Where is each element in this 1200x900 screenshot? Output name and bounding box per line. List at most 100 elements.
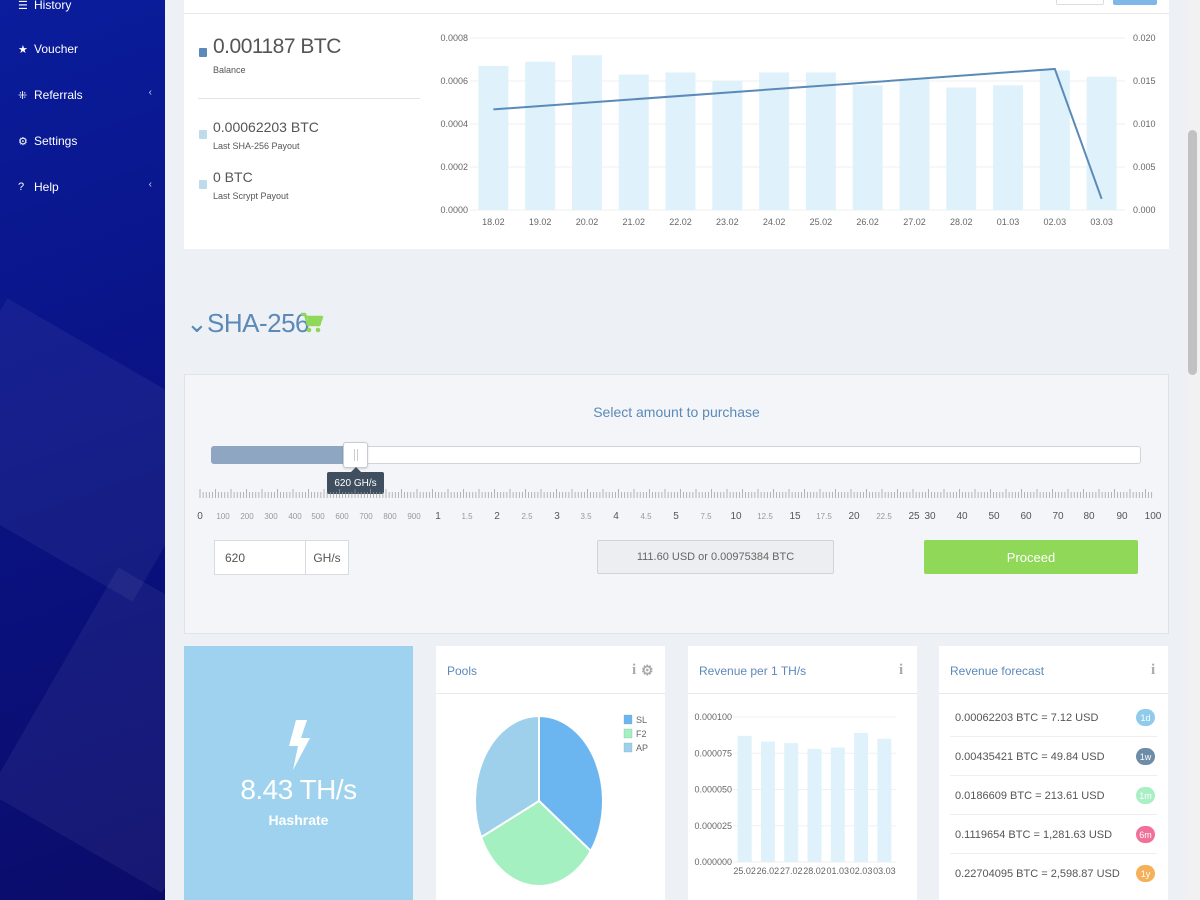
scale-label: 800: [383, 512, 397, 521]
balance-bar: [712, 81, 743, 210]
scale-label: 2: [494, 511, 500, 522]
proceed-button[interactable]: Proceed: [924, 540, 1138, 574]
scale-label: 900: [407, 512, 421, 521]
revenue-per-th-chart: 0.000000 0.000025 0.000050 0.000075 0.000100…: [694, 712, 896, 876]
revenue-per-th-title: Revenue per 1 TH/s: [699, 664, 807, 678]
balance-bar: [1039, 70, 1070, 210]
y-right-tick: 0.000: [1133, 205, 1156, 215]
slider-tooltip: 620 GH/s: [327, 467, 384, 494]
quantity-input[interactable]: [214, 540, 306, 575]
forecast-info-icon[interactable]: i: [1151, 662, 1156, 678]
x-tick: 23.02: [716, 217, 739, 227]
y-left-tick: 0.0006: [440, 76, 468, 86]
period-badge: 6m: [1136, 826, 1155, 843]
forecast-divider: [950, 853, 1157, 854]
active-period-button[interactable]: [1113, 0, 1157, 5]
balance-bar: [618, 74, 649, 210]
x-tick: 22.02: [669, 217, 692, 227]
card-header-divider: [688, 693, 917, 694]
y-right-tick: 0.020: [1133, 33, 1156, 43]
revenue-info-icon[interactable]: i: [899, 662, 904, 678]
scale-label: 400: [288, 512, 302, 521]
forecast-divider: [950, 775, 1157, 776]
sidebar-item-help[interactable]: ? Help ‹: [18, 176, 158, 198]
revenue-bar: [760, 741, 775, 862]
sidebar-item-history[interactable]: ☰ History: [18, 0, 158, 16]
hashrate-value: 8.43 TH/s: [240, 774, 357, 805]
scale-label: 700: [359, 512, 373, 521]
pools-info-icon[interactable]: i: [632, 662, 637, 678]
y-right-tick: 0.015: [1133, 76, 1156, 86]
y-tick: 0.000100: [694, 712, 732, 722]
forecast-row: 0.0186609 BTC = 213.61 USD 1m: [955, 787, 1155, 804]
balance-bar: [852, 85, 883, 210]
scale-label: 30: [924, 511, 936, 522]
scale-label: 60: [1020, 511, 1032, 522]
pools-title: Pools: [447, 664, 478, 678]
forecast-divider: [950, 736, 1157, 737]
balance-bar: [993, 85, 1024, 210]
sha-collapse-chevron[interactable]: ⌄: [186, 308, 208, 338]
scrollbar-thumb[interactable]: [1188, 130, 1197, 375]
card-header-divider: [939, 693, 1168, 694]
revenue-bar: [830, 747, 845, 862]
price-display: 111.60 USD or 0.00975384 BTC: [597, 540, 834, 574]
star-icon: ★: [18, 43, 28, 56]
x-tick: 01.03: [827, 866, 850, 876]
scale-label: 25: [908, 511, 920, 522]
revenue-bar: [807, 748, 822, 862]
sha-payout-marker: [199, 130, 207, 139]
question-icon: ?: [18, 181, 25, 193]
scale-label: 0: [197, 511, 203, 522]
sidebar-item-voucher[interactable]: ★ Voucher: [18, 38, 158, 60]
forecast-row: 0.1119654 BTC = 1,281.63 USD 6m: [955, 826, 1155, 843]
revenue-bar: [877, 738, 892, 862]
pie-slice-sl: [538, 714, 604, 853]
scale-label: 100: [1145, 511, 1162, 522]
sidebar: ☰ History ★ Voucher ⁜ Referrals ‹ ⚙ Settings ? Hel…: [0, 0, 165, 900]
x-tick: 24.02: [763, 217, 786, 227]
scale-label: 3.5: [580, 512, 592, 521]
scale-label: 10: [730, 511, 742, 522]
scale-label: 1.5: [461, 512, 473, 521]
hashrate-tile: 8.43 TH/s Hashrate: [184, 646, 413, 900]
forecast-row: 0.00435421 BTC = 49.84 USD 1w: [955, 748, 1155, 765]
revenue-bar: [737, 735, 752, 862]
pools-gear-icon[interactable]: ⚙: [641, 664, 654, 679]
legend-swatch: [623, 714, 633, 725]
x-tick: 21.02: [622, 217, 645, 227]
gears-icon: ⚙: [18, 135, 28, 148]
x-tick: 03.03: [1090, 217, 1113, 227]
list-icon: ☰: [18, 0, 28, 12]
legend-swatch: [623, 728, 633, 739]
slider-scale: 0 100 200 300 400 500 600 700 800 900 1 1.5 2 2.5 3 3.5…: [197, 489, 1162, 522]
purchase-heading: Select amount to purchase: [593, 404, 760, 420]
balance-bar: [946, 87, 977, 210]
legend-swatch: [623, 742, 633, 753]
sidebar-item-settings[interactable]: ⚙ Settings: [18, 130, 158, 152]
forecast-row: 0.00062203 BTC = 7.12 USD 1d: [955, 709, 1155, 726]
sidebar-item-referrals[interactable]: ⁜ Referrals ‹: [18, 84, 158, 106]
hashrate-slider-handle[interactable]: [343, 442, 368, 468]
scale-label: 90: [1116, 511, 1128, 522]
scale-label: 12.5: [757, 512, 773, 521]
revenue-forecast-card: Revenue forecast i 0.00062203 BTC = 7.12…: [939, 646, 1168, 900]
legend-label: AP: [636, 743, 648, 753]
sha-section-title: SHA-256: [207, 308, 310, 338]
scale-label: 300: [264, 512, 278, 521]
x-tick: 03.03: [873, 866, 896, 876]
forecast-value: 0.22704095 BTC = 2,598.87 USD: [955, 868, 1120, 880]
revenue-bar: [854, 732, 869, 862]
period-button[interactable]: [1056, 0, 1104, 5]
balance-value: 0.001187 BTC: [213, 35, 341, 58]
scrypt-payout-label: Last Scrypt Payout: [213, 191, 289, 201]
sha-payout-value: 0.00062203 BTC: [213, 119, 319, 135]
balance-bar: [571, 55, 602, 211]
shopping-cart-icon[interactable]: [300, 312, 324, 334]
scrypt-payout-value: 0 BTC: [213, 169, 253, 185]
period-badge: 1m: [1136, 787, 1155, 804]
forecast-value: 0.00435421 BTC = 49.84 USD: [955, 751, 1105, 763]
revenue-per-th-card: Revenue per 1 TH/s i 0.000000 0.000025 0.0…: [688, 646, 917, 900]
scale-label: 15: [789, 511, 801, 522]
y-tick: 0.000075: [694, 748, 732, 758]
